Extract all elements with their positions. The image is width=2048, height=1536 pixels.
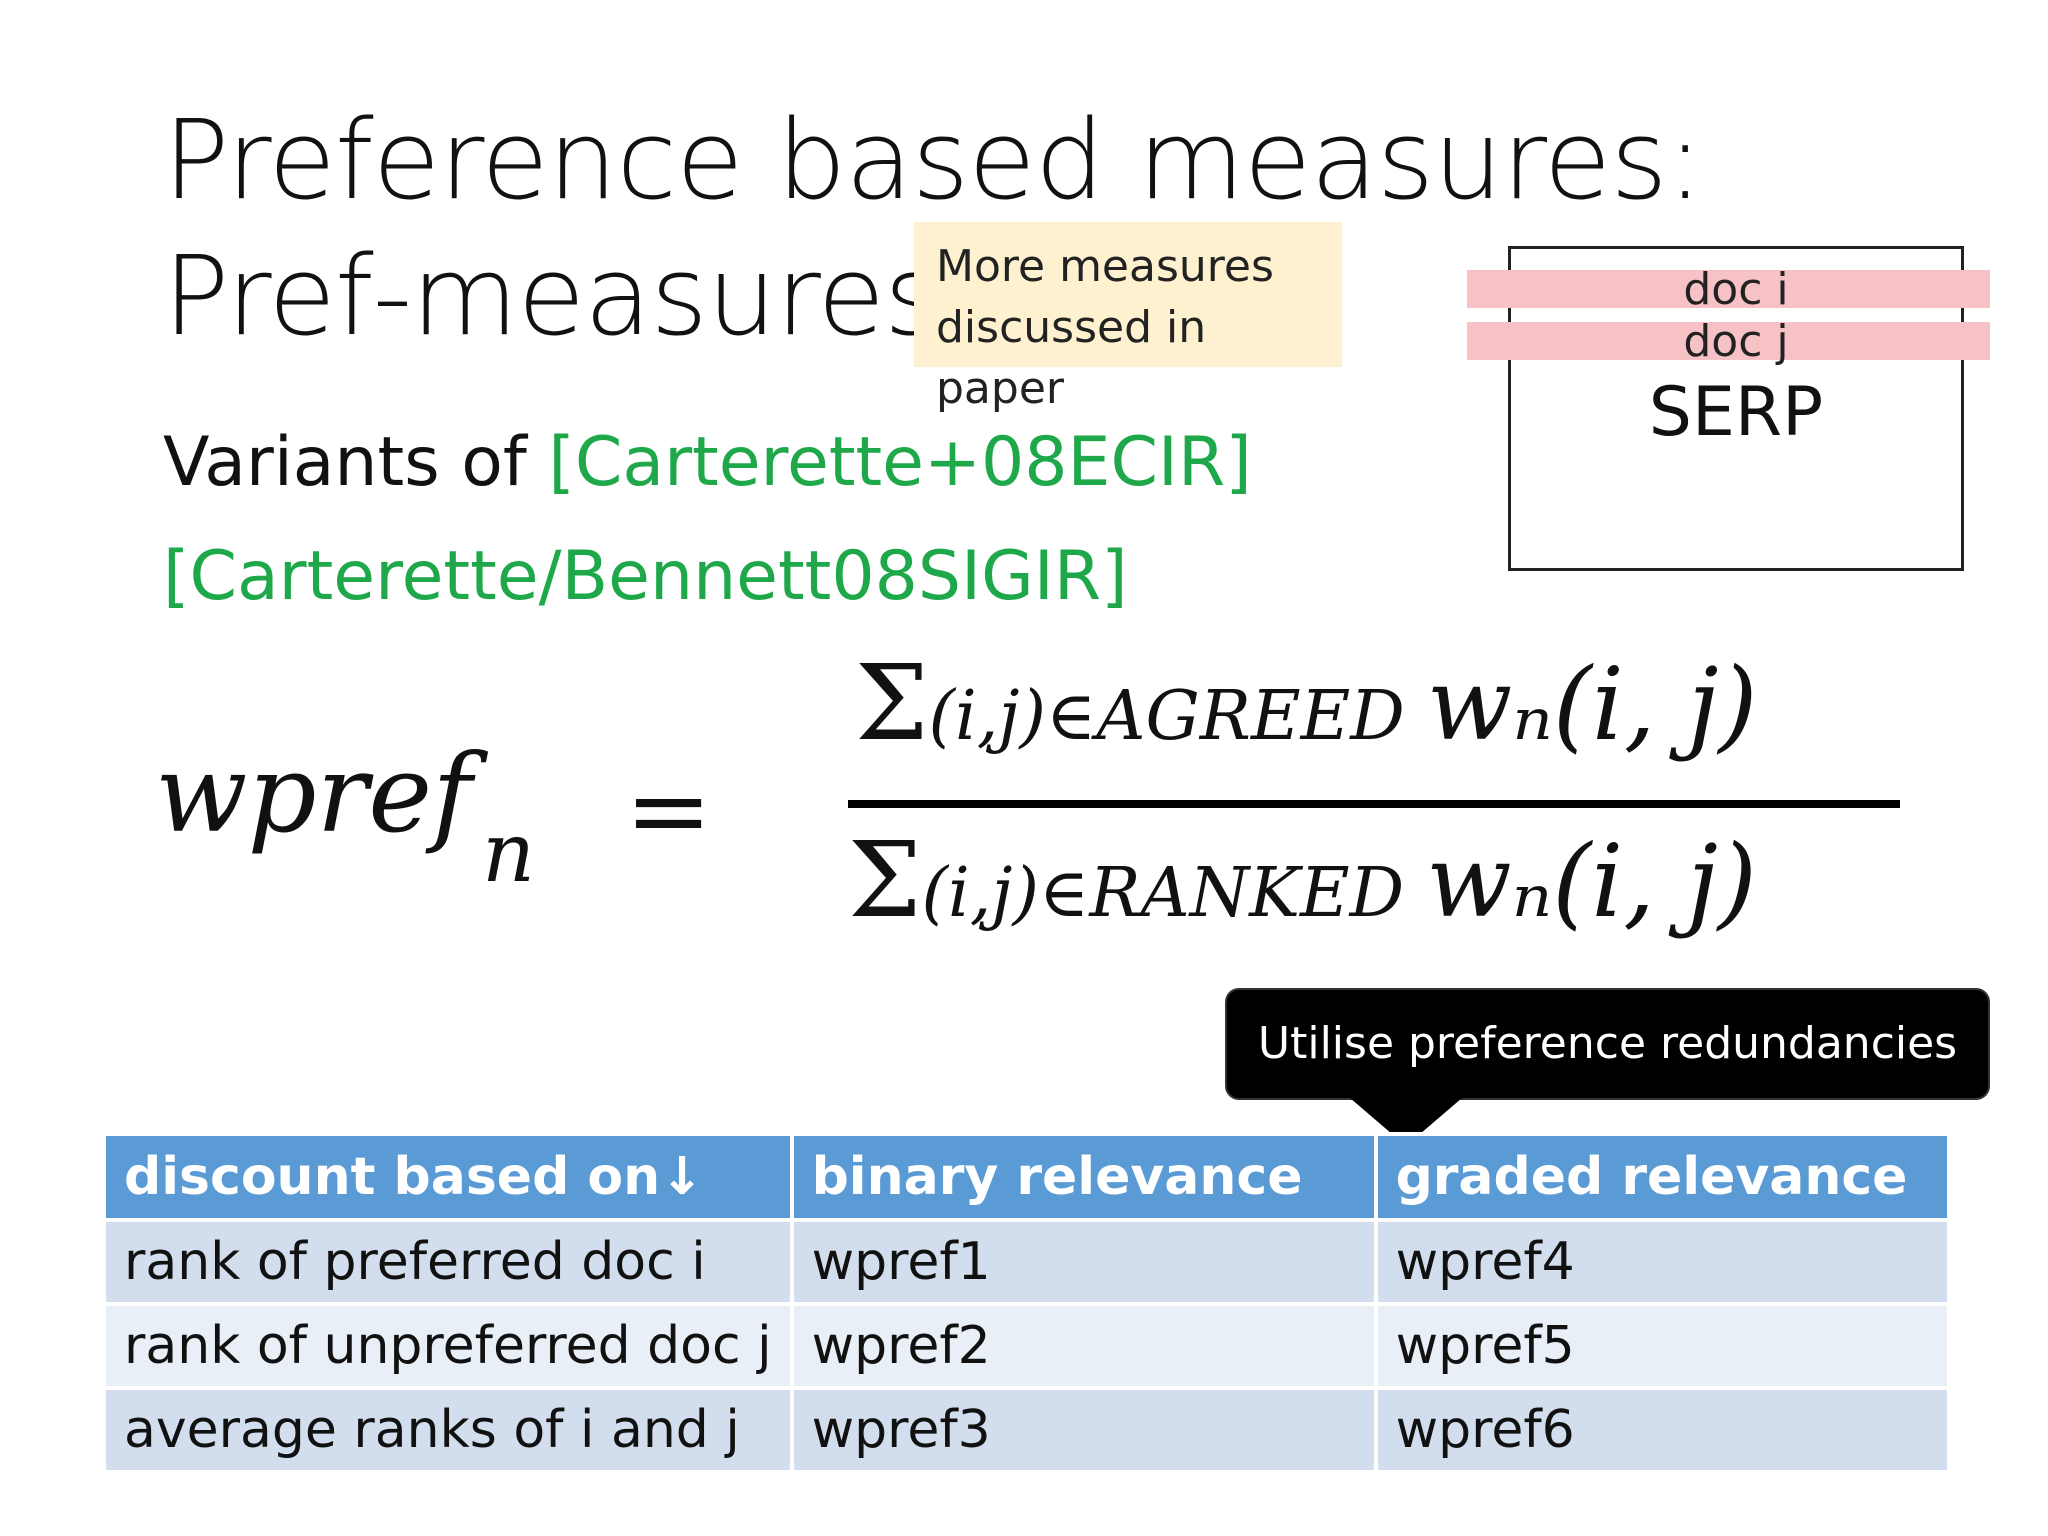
numerator-set: (i,j)∈AGREED — [928, 677, 1405, 756]
table-cell: wpref5 — [1373, 1302, 1951, 1390]
slide-title: Preference based measures: Pref-measures — [163, 92, 1704, 364]
table-header-row: discount based on↓ binary relevance grad… — [102, 1132, 1951, 1222]
serp-box — [1508, 246, 1964, 571]
doc-i-label: doc i — [1683, 264, 1789, 315]
table-cell: wpref3 — [789, 1386, 1378, 1474]
header-graded: graded relevance — [1373, 1132, 1951, 1222]
formula-equals: = — [625, 749, 713, 871]
doc-i-highlight — [1467, 270, 1990, 308]
formula-lhs-main: wpref — [155, 732, 473, 857]
citation-ecir: [Carterette+08ECIR] — [548, 423, 1252, 502]
formula-lhs: wpref n — [155, 732, 535, 902]
formula-denominator: Σ(i,j)∈RANKED wₙ(i, j) — [848, 828, 1757, 944]
table-cell: wpref6 — [1373, 1386, 1951, 1474]
table-row: average ranks of i and j wpref3 wpref6 — [102, 1386, 1951, 1474]
fraction-bar — [848, 800, 1900, 808]
numerator-sigma: Σ — [855, 642, 929, 764]
citation-sigir: [Carterette/Bennett08SIGIR] — [163, 537, 1128, 616]
measures-table: discount based on↓ binary relevance grad… — [102, 1132, 1951, 1474]
table-cell: wpref2 — [789, 1302, 1378, 1390]
formula-numerator: Σ(i,j)∈AGREED wₙ(i, j) — [855, 651, 1758, 767]
serp-label: SERP — [1648, 373, 1824, 452]
denominator-set: (i,j)∈RANKED — [921, 854, 1405, 933]
note-line-2: discussed in paper — [936, 302, 1207, 414]
table-cell: wpref4 — [1373, 1218, 1951, 1306]
doc-j-label: doc j — [1683, 316, 1789, 367]
doc-j-highlight — [1467, 322, 1990, 360]
callout-bubble: Utilise preference redundancies — [1225, 988, 1990, 1100]
table-cell: rank of preferred doc i — [102, 1218, 794, 1306]
formula-lhs-subscript: n — [482, 806, 535, 901]
variants-prefix: Variants of — [163, 423, 549, 502]
table-cell: wpref1 — [789, 1218, 1378, 1306]
table-cell: average ranks of i and j — [102, 1386, 794, 1474]
title-line-2: Pref-measures — [163, 232, 941, 360]
variants-line: Variants of [Carterette+08ECIR] — [163, 418, 1252, 508]
table-row: rank of unpreferred doc j wpref2 wpref5 — [102, 1302, 1951, 1390]
denominator-sigma: Σ — [848, 819, 922, 941]
note-line-1: More measures — [936, 241, 1274, 292]
note-box: More measures discussed in paper — [914, 222, 1342, 414]
title-line-1: Preference based measures: — [163, 96, 1704, 224]
denominator-weight: wₙ(i, j) — [1426, 823, 1757, 940]
table-cell: rank of unpreferred doc j — [102, 1302, 794, 1390]
header-binary: binary relevance — [789, 1132, 1378, 1222]
table-row: rank of preferred doc i wpref1 wpref4 — [102, 1218, 1951, 1306]
header-discount: discount based on↓ — [102, 1132, 794, 1222]
numerator-weight: wₙ(i, j) — [1426, 646, 1758, 763]
